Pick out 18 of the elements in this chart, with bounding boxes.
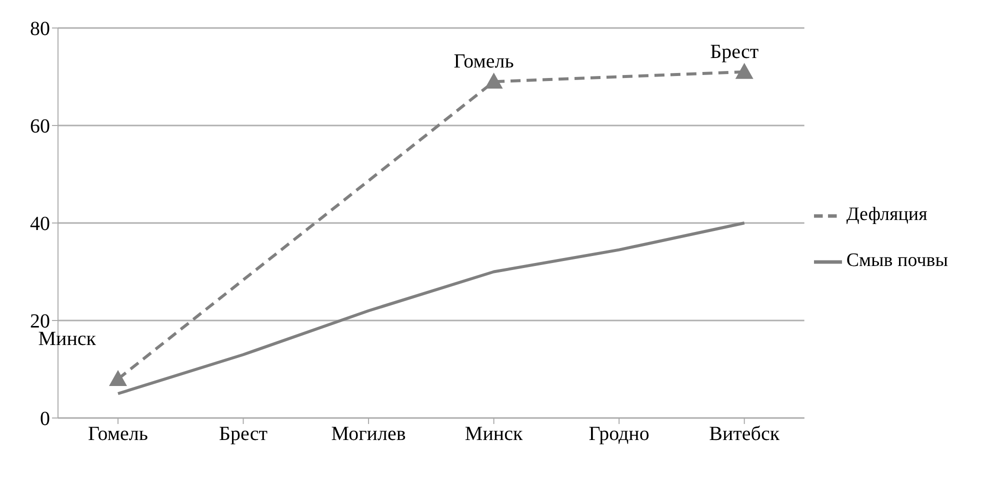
x-tick-label: Гомель: [88, 423, 148, 446]
x-tick-label: Могилев: [331, 423, 406, 446]
y-tick-label: 0: [40, 408, 50, 430]
legend-label: Дефляция: [846, 204, 928, 225]
point: [484, 72, 503, 89]
legend-label: Смыв почвы: [846, 250, 948, 271]
x-tick-label: Витебск: [709, 423, 780, 446]
line-series: [116, 222, 746, 396]
y-tick-label: 80: [30, 18, 50, 40]
x-tick-label: Гродно: [588, 423, 650, 446]
annotation: Гомель: [454, 50, 514, 73]
annotation: Брест: [710, 40, 759, 63]
point: [735, 62, 754, 79]
x-tick-label: Минск: [464, 423, 523, 446]
y-tick-label: 60: [30, 116, 50, 138]
point: [109, 370, 127, 386]
y-tick-label: 40: [30, 213, 50, 236]
x-tick-label: Брест: [219, 423, 268, 446]
